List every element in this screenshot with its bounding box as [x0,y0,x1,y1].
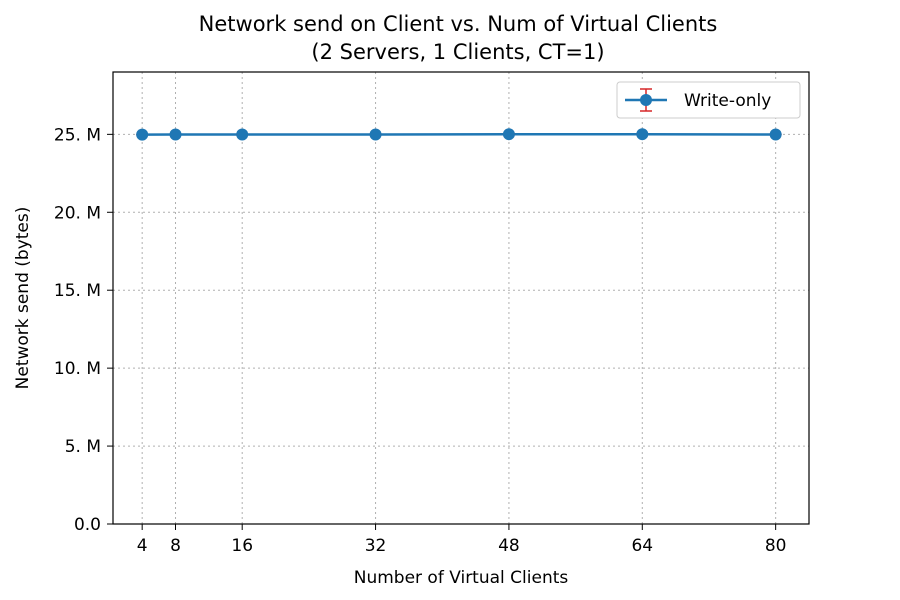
legend: Write-only [616,81,801,119]
data-point [769,128,782,141]
y-tick-label: 15. M [54,281,101,301]
chart-title: Network send on Client vs. Num of Virtua… [199,12,718,36]
y-tick-label: 25. M [54,125,101,145]
data-point [136,128,149,141]
data-point [169,128,182,141]
plot-frame [112,71,810,525]
x-tick-label: 64 [631,536,653,556]
y-tick-label: 20. M [54,203,101,223]
x-tick-label: 8 [170,536,181,556]
x-axis-label: Number of Virtual Clients [354,568,569,588]
legend-marker [640,94,652,106]
y-axis-label: Network send (bytes) [13,207,33,390]
x-tick-label: 48 [498,536,520,556]
legend-label: Write-only [684,91,771,111]
y-tick-label: 10. M [54,359,101,379]
legend-box [616,81,801,119]
y-tick-label: 5. M [65,437,101,457]
data-point [369,128,382,141]
data-point [236,128,249,141]
x-tick-label: 4 [137,536,148,556]
x-tick-label: 16 [231,536,253,556]
axis-ticks: 4 8 16 32 48 64 800.05. M10. M15. M20. M25. M [54,125,787,556]
x-tick-label: 80 [765,536,787,556]
data-point [502,128,515,141]
x-tick-label: 32 [365,536,387,556]
y-tick-label: 0.0 [74,515,101,535]
series-layer [136,128,782,141]
grid-lines [113,72,809,525]
data-point [636,128,649,141]
chart-subtitle: (2 Servers, 1 Clients, CT=1) [311,40,604,64]
